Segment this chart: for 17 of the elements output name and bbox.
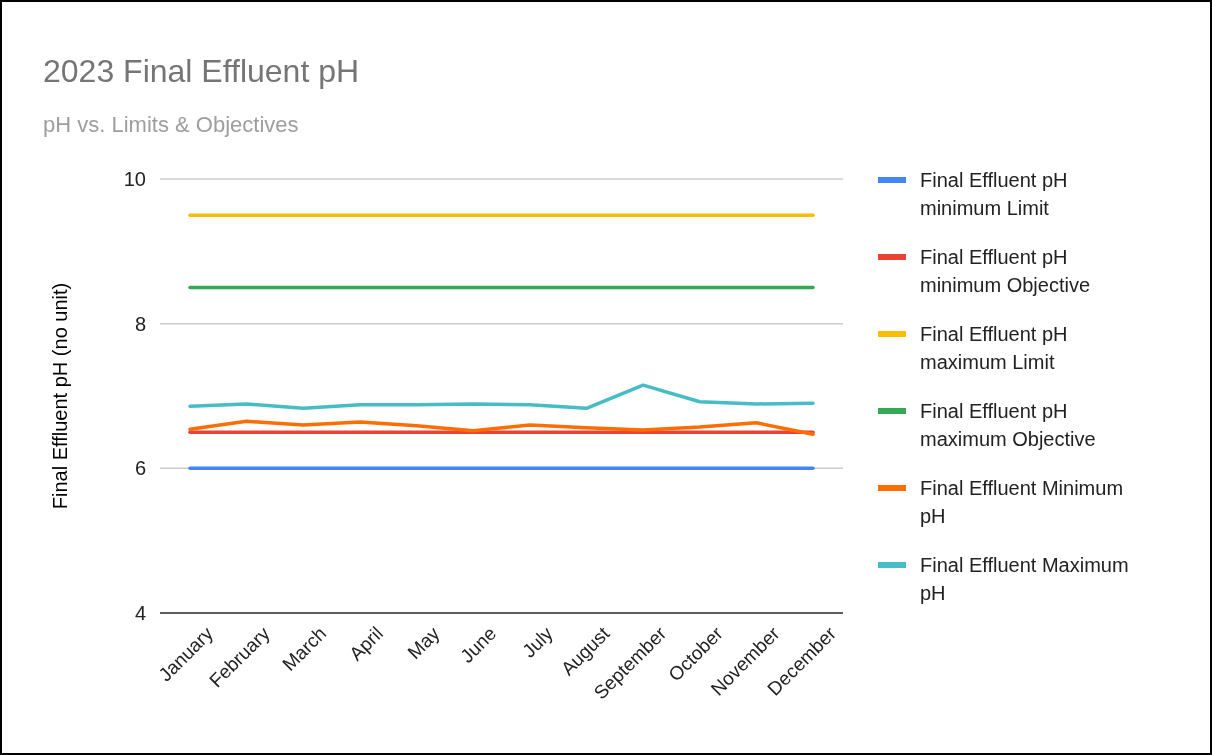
y-tick-label: 6 xyxy=(134,457,146,480)
x-tick-label: July xyxy=(518,622,558,662)
legend-label: Final Effluent Minimum pH xyxy=(920,477,1124,527)
legend-label: Final Effluent pH maximum Limit xyxy=(920,323,1068,373)
legend-label: Final Effluent Maximum pH xyxy=(920,554,1129,604)
line-series xyxy=(188,383,815,411)
legend-label: Final Effluent pH minimum Limit xyxy=(920,169,1068,219)
legend-label: Final Effluent pH minimum Objective xyxy=(920,246,1091,296)
chart-title: 2023 Final Effluent pH xyxy=(43,53,360,89)
line-series xyxy=(188,419,815,437)
x-tick-label: May xyxy=(403,622,444,663)
y-tick-label: 8 xyxy=(134,312,146,335)
legend-label: Final Effluent pH maximum Objective xyxy=(920,400,1096,450)
y-axis-title: Final Effluent pH (no unit) xyxy=(49,282,71,510)
y-tick-label: 4 xyxy=(134,601,146,624)
y-tick-label: 10 xyxy=(123,167,146,190)
chart-subtitle: pH vs. Limits & Objectives xyxy=(43,112,299,137)
